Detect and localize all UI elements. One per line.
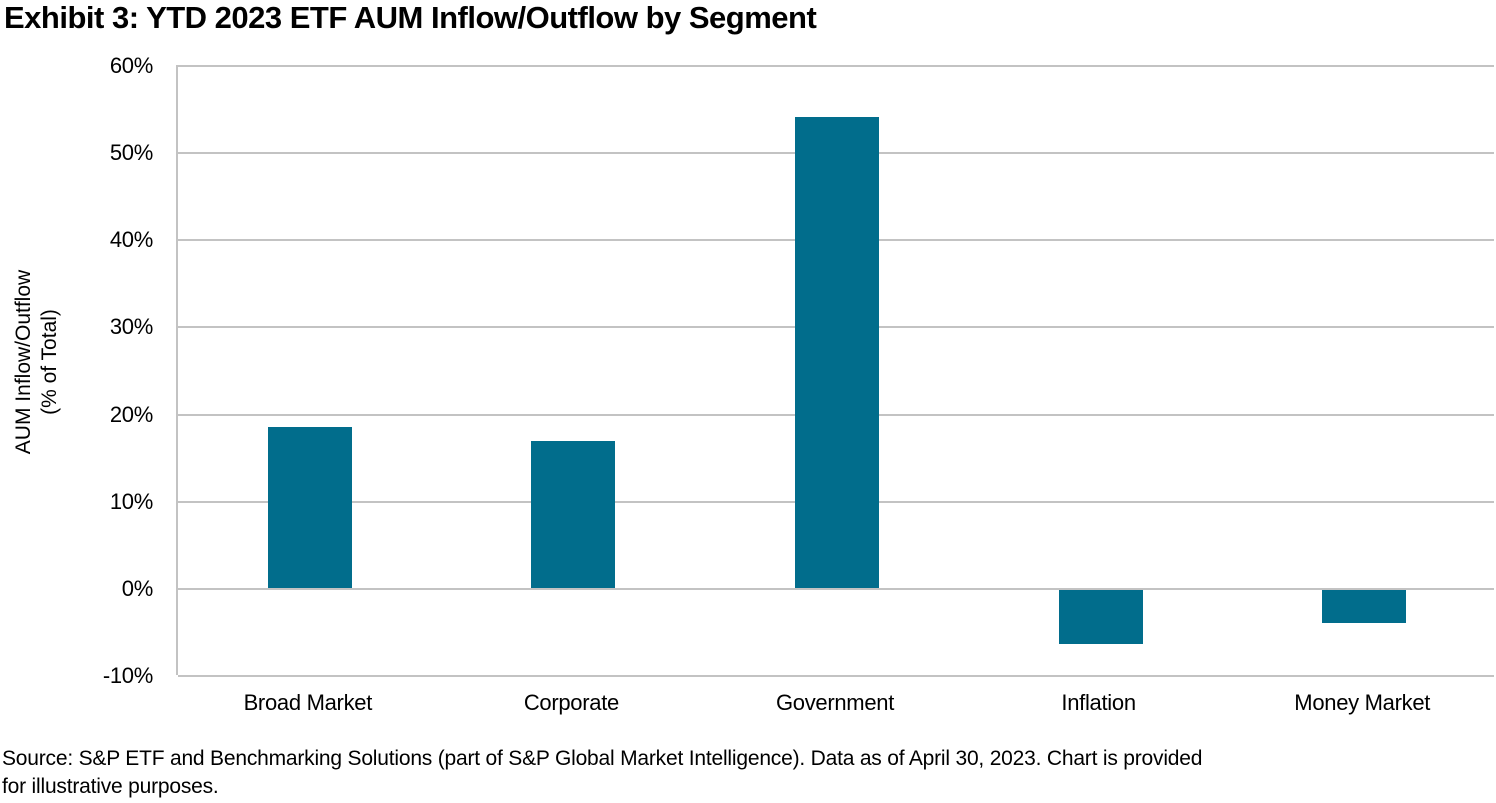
y-tick-label-40-: 40%	[109, 227, 153, 253]
y-tick-label-10-: 10%	[109, 488, 153, 514]
y-tick-label--10-: -10%	[102, 663, 153, 688]
x-label-corporate: Corporate	[523, 690, 619, 715]
bar-government	[795, 117, 879, 588]
gridline-0-	[178, 587, 1494, 590]
y-tick-label-30-: 30%	[109, 314, 153, 340]
source-note-line1: Source: S&P ETF and Benchmarking Solutio…	[2, 747, 1203, 770]
y-tick-label-60-: 60%	[109, 53, 153, 78]
bar-inflation	[1058, 589, 1143, 644]
x-axis-labels: Broad Market Corporate Government Inflation…	[176, 689, 1494, 719]
bar-corporate	[531, 441, 616, 588]
source-note-line2: for illustrative purposes.	[2, 775, 219, 798]
y-tick-label-50-: 50%	[109, 140, 153, 166]
gridline-60-	[178, 65, 1494, 67]
y-tick-label-20-: 20%	[109, 401, 153, 427]
gridline--10-	[178, 675, 1494, 677]
x-label-broad-market: Broad Market	[243, 690, 373, 715]
source-note: Source: S&P ETF and Benchmarking Solutio…	[2, 745, 1496, 801]
chart-title: Exhibit 3: YTD 2023 ETF AUM Inflow/Outfl…	[4, 0, 817, 35]
y-axis-tick-labels: 60% 50% 40% 30% 20% 10% 0% -10%	[0, 53, 154, 688]
bar-broad-market	[267, 426, 352, 588]
x-label-inflation: Inflation	[1061, 690, 1136, 715]
bar-money-market	[1322, 589, 1407, 623]
y-tick-label-0-: 0%	[121, 575, 154, 601]
x-label-government: Government	[775, 690, 895, 715]
plot-area	[176, 65, 1494, 677]
x-label-money-market: Money Market	[1294, 690, 1431, 715]
